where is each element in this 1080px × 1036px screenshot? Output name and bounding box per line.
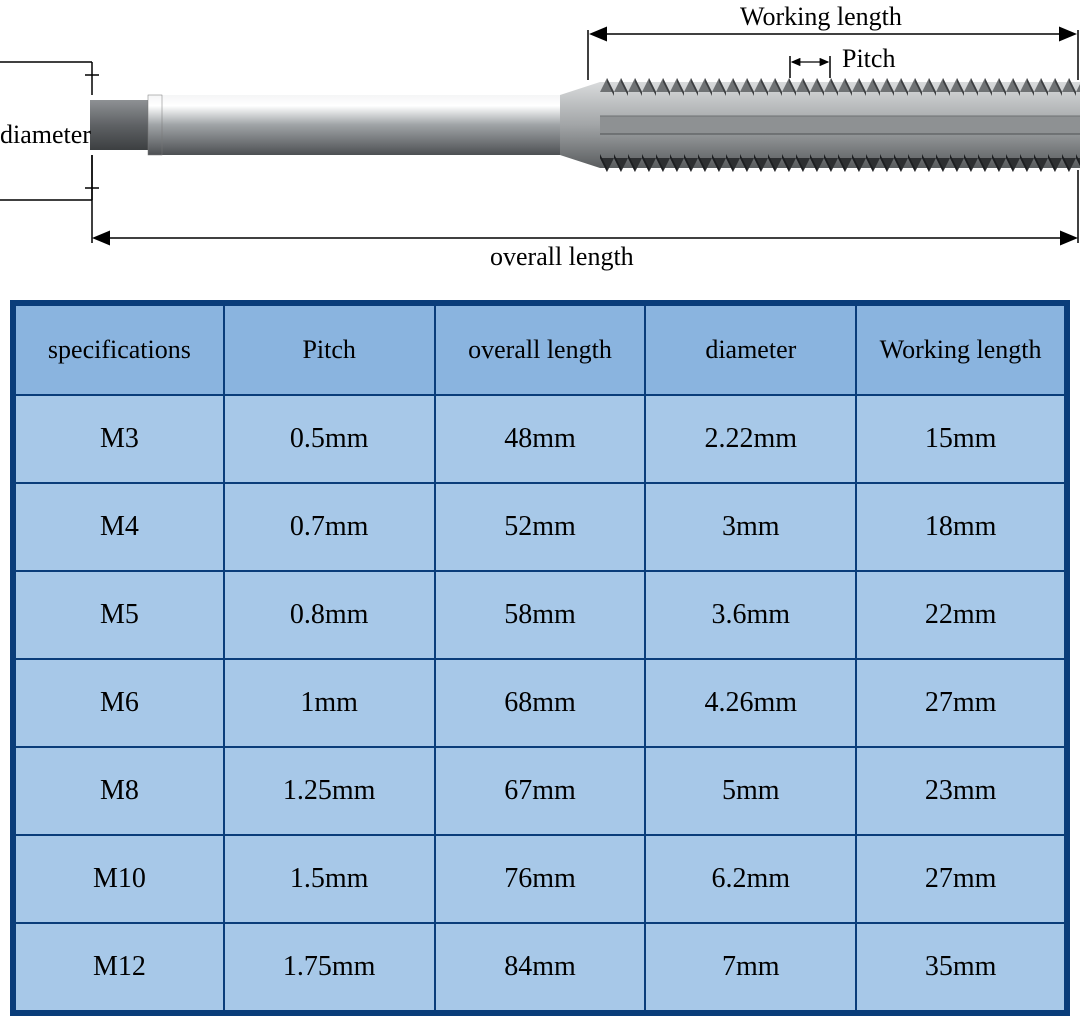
table-cell: 27mm — [856, 835, 1067, 923]
table-cell: M3 — [13, 395, 224, 483]
table-cell: M6 — [13, 659, 224, 747]
table-cell: 23mm — [856, 747, 1067, 835]
table-row: M40.7mm52mm3mm18mm — [13, 483, 1067, 571]
table-cell: 18mm — [856, 483, 1067, 571]
table-cell: 0.8mm — [224, 571, 435, 659]
label-working-length: Working length — [740, 2, 902, 32]
col-pitch: Pitch — [224, 303, 435, 395]
col-working-length: Working length — [856, 303, 1067, 395]
table-cell: 1.5mm — [224, 835, 435, 923]
spec-table: specifications Pitch overall length diam… — [10, 300, 1070, 1016]
table-cell: M10 — [13, 835, 224, 923]
spec-table-body: M30.5mm48mm2.22mm15mmM40.7mm52mm3mm18mmM… — [13, 395, 1067, 1013]
table-cell: 76mm — [435, 835, 646, 923]
diagram-svg — [0, 0, 1080, 280]
col-diameter: diameter — [645, 303, 856, 395]
table-cell: M4 — [13, 483, 224, 571]
table-cell: M8 — [13, 747, 224, 835]
table-cell: 67mm — [435, 747, 646, 835]
table-row: M30.5mm48mm2.22mm15mm — [13, 395, 1067, 483]
table-cell: 35mm — [856, 923, 1067, 1013]
table-cell: 27mm — [856, 659, 1067, 747]
table-row: M81.25mm67mm5mm23mm — [13, 747, 1067, 835]
spec-table-head: specifications Pitch overall length diam… — [13, 303, 1067, 395]
table-row: M101.5mm76mm6.2mm27mm — [13, 835, 1067, 923]
label-diameter: diameter — [0, 120, 91, 150]
table-row: M121.75mm84mm7mm35mm — [13, 923, 1067, 1013]
table-cell: 6.2mm — [645, 835, 856, 923]
table-cell: 7mm — [645, 923, 856, 1013]
table-cell: 3mm — [645, 483, 856, 571]
table-cell: 68mm — [435, 659, 646, 747]
table-cell: 58mm — [435, 571, 646, 659]
table-cell: 4.26mm — [645, 659, 856, 747]
table-row: M50.8mm58mm3.6mm22mm — [13, 571, 1067, 659]
table-row: M61mm68mm4.26mm27mm — [13, 659, 1067, 747]
table-cell: 15mm — [856, 395, 1067, 483]
col-overall-length: overall length — [435, 303, 646, 395]
table-header-row: specifications Pitch overall length diam… — [13, 303, 1067, 395]
label-overall-length: overall length — [490, 242, 634, 272]
tap-diagram: diameter Working length Pitch overall le… — [0, 0, 1080, 280]
table-cell: 48mm — [435, 395, 646, 483]
table-cell: 1mm — [224, 659, 435, 747]
col-specifications: specifications — [13, 303, 224, 395]
table-cell: 84mm — [435, 923, 646, 1013]
table-cell: M5 — [13, 571, 224, 659]
table-cell: 52mm — [435, 483, 646, 571]
table-cell: 5mm — [645, 747, 856, 835]
table-cell: 0.7mm — [224, 483, 435, 571]
spec-table-container: specifications Pitch overall length diam… — [10, 300, 1070, 1016]
table-cell: 22mm — [856, 571, 1067, 659]
table-cell: 3.6mm — [645, 571, 856, 659]
table-cell: 0.5mm — [224, 395, 435, 483]
table-cell: M12 — [13, 923, 224, 1013]
table-cell: 2.22mm — [645, 395, 856, 483]
table-cell: 1.25mm — [224, 747, 435, 835]
label-pitch: Pitch — [842, 44, 895, 74]
table-cell: 1.75mm — [224, 923, 435, 1013]
